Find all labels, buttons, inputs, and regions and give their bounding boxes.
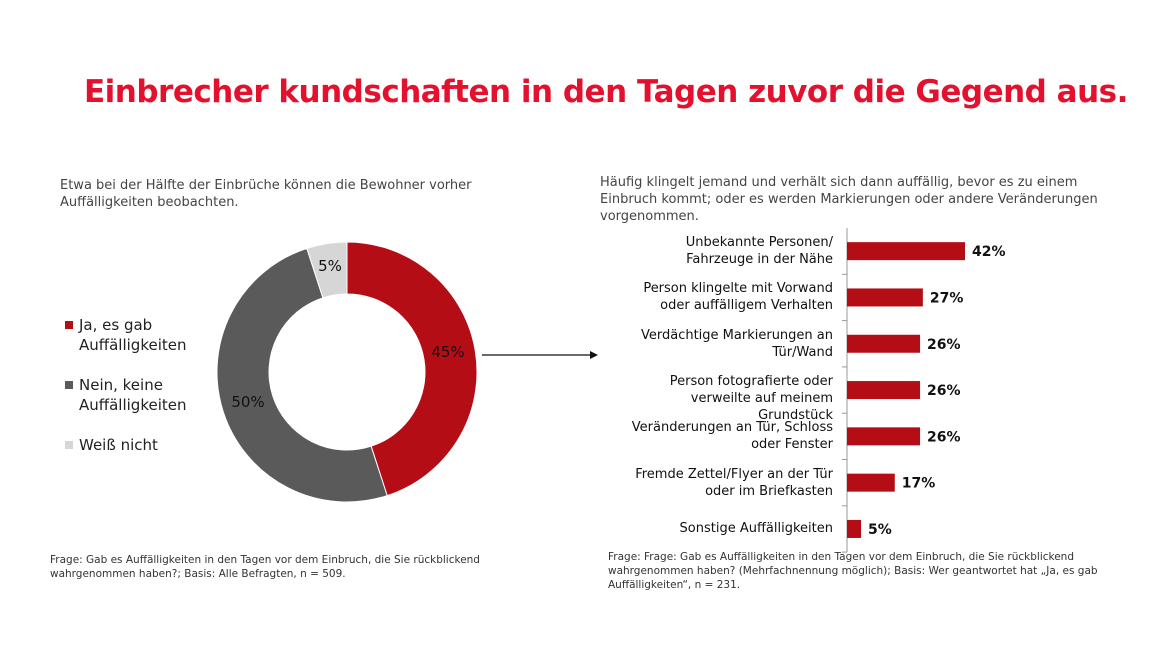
legend-label: Ja, es gab Auffälligkeiten [79, 316, 187, 354]
legend-swatch [65, 321, 73, 329]
bar [847, 288, 923, 307]
donut-legend: Ja, es gab Auffälligkeiten Nein, keine Au… [65, 315, 215, 475]
bar-data-label: 27% [930, 290, 964, 306]
bar [847, 334, 921, 353]
bar [847, 381, 921, 400]
bar-category-label: Person klingelte mit Vorwand oder auffäl… [643, 281, 833, 314]
legend-swatch [65, 381, 73, 389]
bar [847, 427, 921, 446]
bar-data-label: 26% [927, 383, 961, 399]
legend-item: Weiß nicht [65, 435, 215, 455]
bar-category-label: Sonstige Auffälligkeiten [679, 521, 833, 537]
right-subtitle: Häufig klingelt jemand und verhält sich … [600, 175, 1098, 224]
bar-data-label: 17% [902, 476, 936, 492]
bar-data-label: 26% [927, 337, 961, 353]
legend-label: Nein, keine Auffälligkeiten [79, 376, 187, 414]
donut-chart: 45% 50% 5% [216, 241, 478, 503]
bar [847, 242, 966, 261]
donut-slice [346, 241, 478, 497]
bar-data-label: 26% [927, 429, 961, 445]
left-footnote: Frage: Gab es Auffälligkeiten in den Tag… [50, 554, 480, 580]
donut-slice [306, 241, 348, 299]
legend-label: Weiß nicht [79, 436, 158, 454]
donut-data-label: 45% [431, 343, 464, 361]
page-title: Einbrecher kundschaften in den Tagen zuv… [84, 74, 1128, 110]
legend-item: Nein, keine Auffälligkeiten [65, 375, 215, 415]
bar-data-label: 42% [972, 244, 1006, 260]
right-footnote: Frage: Frage: Gab es Auffälligkeiten in … [608, 551, 1098, 591]
bar [847, 473, 895, 492]
bar-data-label: 5% [868, 522, 892, 538]
arrow-icon [482, 351, 598, 359]
donut-data-label: 50% [231, 393, 264, 411]
bar [847, 519, 862, 538]
donut-slice [216, 247, 388, 503]
bar-category-label: Veränderungen an Tür, Schloss oder Fenst… [631, 420, 833, 453]
donut-data-label: 5% [318, 257, 342, 275]
legend-item: Ja, es gab Auffälligkeiten [65, 315, 215, 355]
bar-category-label: Person fotografierte oder verweilte auf … [669, 374, 833, 424]
left-subtitle: Etwa bei der Hälfte der Einbrüche können… [60, 178, 472, 210]
legend-swatch [65, 441, 73, 449]
bar-category-label: Unbekannte Personen/ Fahrzeuge in der Nä… [685, 235, 833, 268]
bar-category-label: Fremde Zettel/Flyer an der Tür oder im B… [635, 466, 833, 499]
bar-category-label: Verdächtige Markierungen an Tür/Wand [640, 327, 833, 360]
